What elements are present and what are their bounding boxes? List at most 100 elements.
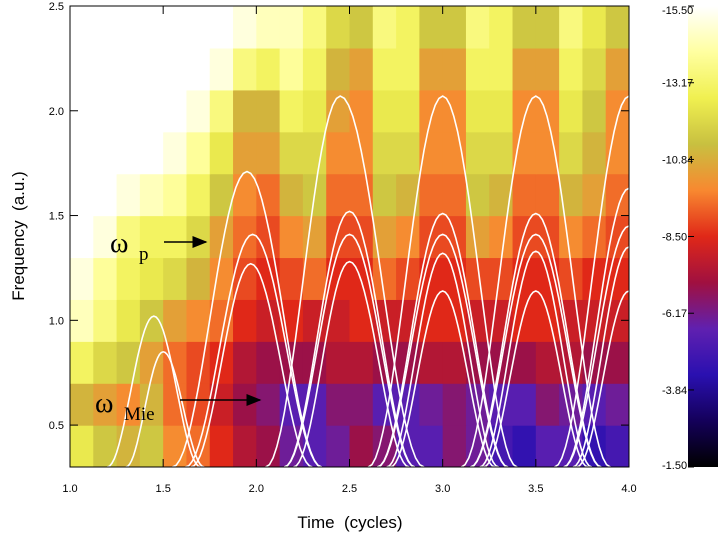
curve (265, 95, 425, 467)
heatmap-cell (70, 89, 94, 133)
heatmap-cell (512, 341, 537, 384)
heatmap-cell (93, 383, 118, 426)
heatmap-cell (605, 299, 629, 342)
heatmap-cell (489, 47, 514, 91)
heatmap-cell (116, 215, 141, 259)
heatmap-cell (279, 6, 304, 49)
heatmap-cell (209, 131, 234, 175)
heatmap-cell (512, 173, 537, 217)
x-tick-label: 2.0 (249, 483, 264, 495)
heatmap-cell (442, 299, 467, 342)
heatmap-cell (559, 6, 584, 49)
heatmap-cell (489, 215, 514, 259)
heatmap-cell (256, 131, 281, 175)
heatmap-cell (582, 47, 607, 91)
heatmap-cell (372, 257, 397, 300)
colorbar-tick-label: -3.84 (662, 385, 687, 397)
heatmap-cell (139, 425, 164, 467)
curve (576, 290, 629, 467)
colorbar-tick-label: -10.84 (662, 154, 693, 166)
heatmap-cell (465, 89, 490, 133)
axes: 1.0 1.5 2.0 2.5 3.0 3.5 4.0 0.5 1.0 1.5 2.0 2.5 (49, 1, 637, 495)
heatmap-cell (233, 341, 257, 384)
heatmap-cell (279, 257, 304, 300)
heatmap-cell (582, 257, 607, 300)
heatmap-cell (233, 47, 257, 91)
heatmap-cell (233, 215, 257, 259)
heatmap-cell (116, 425, 141, 467)
heatmap-cell (419, 6, 444, 49)
heatmap-cell (302, 425, 327, 467)
curve (470, 233, 602, 467)
heatmap-cell (233, 6, 257, 49)
heatmap-cell (489, 257, 514, 300)
heatmap-cell (419, 257, 444, 300)
heatmap-cell (256, 383, 281, 426)
heatmap-cell (326, 131, 351, 175)
heatmap-cell (163, 257, 188, 300)
x-tick-label: 3.5 (528, 483, 543, 495)
heatmap-cell (442, 425, 467, 467)
heatmap-cell (349, 6, 374, 49)
heatmap-cell (419, 173, 444, 217)
heatmap-cell (512, 6, 537, 49)
x-tick-label: 3.0 (435, 483, 450, 495)
heatmap-cell (139, 383, 164, 426)
heatmap-cell (93, 173, 118, 217)
heatmap-cell (326, 173, 351, 217)
colorbar-tick-label: -15.50 (662, 5, 693, 17)
heatmap-cell (116, 131, 141, 175)
heatmap-cell (489, 131, 514, 175)
heatmap-cell (349, 341, 374, 384)
heatmap-cell (605, 47, 629, 91)
y-tick-label: 1.5 (49, 211, 64, 223)
heatmap-cell (163, 47, 188, 91)
curve (572, 246, 629, 467)
heatmap-cell (349, 299, 374, 342)
heatmap-cell (349, 425, 374, 467)
heatmap-cell (186, 215, 211, 259)
heatmap-cell (372, 6, 397, 49)
heatmap-cell (349, 47, 374, 91)
heatmap-cell (559, 47, 584, 91)
curve (377, 212, 509, 467)
curve (554, 95, 629, 467)
heatmap-cell (396, 425, 420, 467)
heatmap-cell (139, 257, 164, 300)
heatmap-cell (326, 383, 351, 426)
heatmap-cell (116, 89, 141, 133)
heatmap-cell (302, 47, 327, 91)
heatmap-cell (442, 341, 467, 384)
heatmap-cell (70, 341, 94, 384)
heatmap-cell (512, 89, 537, 133)
heatmap-cell (372, 215, 397, 259)
heatmap-cell (209, 6, 234, 49)
heatmap-cell (559, 89, 584, 133)
heatmap-cell (302, 257, 327, 300)
heatmap-cell (256, 341, 281, 384)
curves (107, 95, 629, 467)
heatmap-cell (209, 89, 234, 133)
heatmap-cell (209, 215, 234, 259)
heatmap-cell (70, 173, 94, 217)
x-tick-label: 4.0 (621, 483, 636, 495)
heatmap-cell (535, 341, 560, 384)
curve (283, 210, 416, 467)
heatmap-cell (209, 47, 234, 91)
heatmap-cell (93, 89, 118, 133)
heatmap-cell (256, 299, 281, 342)
heatmap-cell (93, 47, 118, 91)
annotation-symbol: ω (110, 228, 128, 259)
heatmap-cell (186, 257, 211, 300)
heatmap-cell (349, 383, 374, 426)
heatmap-cell (70, 257, 94, 300)
heatmap-cell (256, 6, 281, 49)
heatmap-cell (512, 425, 537, 467)
heatmap-cell (396, 215, 420, 259)
heatmap-cell (326, 89, 351, 133)
heatmap-cell (372, 131, 397, 175)
heatmap-cell (186, 341, 211, 384)
heatmap-cell (139, 89, 164, 133)
heatmap-cell (605, 215, 629, 259)
